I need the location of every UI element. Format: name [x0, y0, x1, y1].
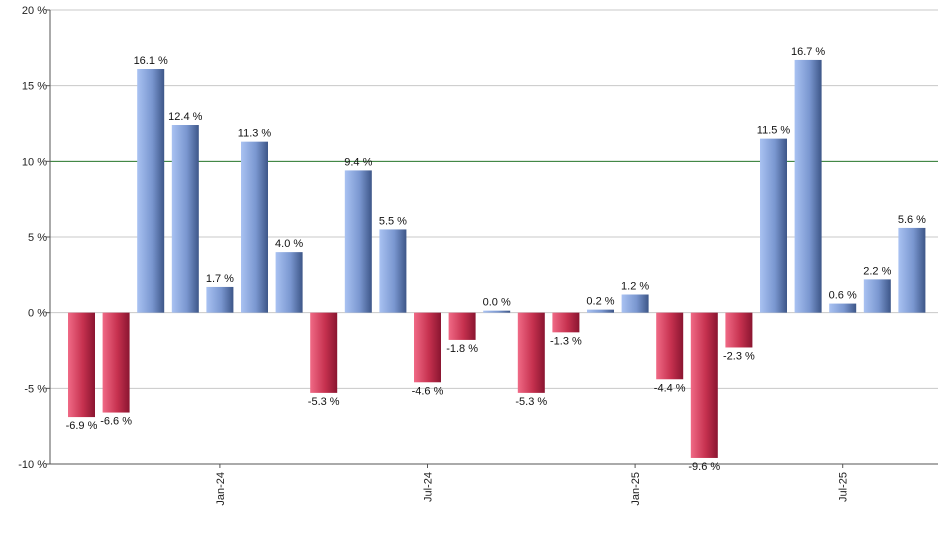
y-tick-label: 0 %	[28, 308, 47, 320]
bar	[379, 229, 407, 313]
y-tick-label: 5 %	[28, 232, 47, 244]
axis-layer: 20 % 15 % 10 % 5 % 0 % -5 % -10 %	[18, 5, 938, 471]
bar	[137, 69, 165, 313]
x-tick-label: Jul-25	[838, 472, 850, 502]
x-tick-label: Jan-24	[215, 472, 227, 506]
bar-value-label: -9.6 %	[688, 461, 720, 473]
bar-value-label: 12.4 %	[168, 111, 202, 123]
bar-value-label: -6.9 %	[66, 420, 98, 432]
bar	[587, 309, 614, 313]
bar-value-label: 5.5 %	[379, 215, 407, 227]
bar-value-label: 0.2 %	[586, 296, 614, 308]
bar-value-label: 9.4 %	[344, 156, 372, 168]
bar-value-label: 1.2 %	[621, 281, 649, 293]
bar	[448, 312, 476, 340]
bar	[725, 312, 753, 348]
bar-value-label: 0.0 %	[483, 297, 511, 309]
x-tick-label: Jan-25	[630, 472, 642, 506]
bar-value-label: 2.2 %	[863, 265, 891, 277]
bar	[898, 227, 926, 313]
bar-value-label: 16.1 %	[134, 55, 168, 67]
bar	[517, 312, 545, 393]
bar-value-label: -1.8 %	[446, 343, 478, 355]
bar	[171, 125, 199, 313]
bar-value-label: -4.6 %	[412, 385, 444, 397]
bar	[414, 312, 441, 383]
y-tick-label: 20 %	[22, 5, 47, 17]
bar-value-label: 5.6 %	[898, 214, 926, 226]
bar-value-label: 16.7 %	[791, 46, 825, 58]
bar-value-label: 4.0 %	[275, 238, 303, 250]
y-tick-label: 15 %	[22, 81, 47, 93]
bar	[344, 170, 372, 313]
bar-value-label: 0.6 %	[829, 290, 857, 302]
bar-value-label: -4.4 %	[654, 382, 686, 394]
bar-value-label: -6.6 %	[100, 416, 132, 428]
bar-value-label: 11.5 %	[757, 125, 791, 137]
bar-value-label: -2.3 %	[723, 350, 755, 362]
bar	[68, 312, 95, 418]
bar	[483, 310, 511, 313]
bar	[310, 312, 338, 393]
bar-value-label: 11.3 %	[238, 128, 272, 140]
bar	[829, 303, 857, 313]
bar	[241, 141, 268, 313]
y-tick-label: -5 %	[24, 383, 47, 395]
bar	[656, 312, 684, 380]
y-tick-label: -10 %	[18, 459, 47, 471]
bar	[275, 252, 303, 313]
bar	[863, 279, 891, 313]
y-tick-label: 10 %	[22, 156, 47, 168]
x-axis-layer: Jan-24 Jul-24 Jan-25 Jul-25	[215, 464, 850, 506]
bar	[102, 312, 130, 413]
bar	[206, 286, 234, 313]
bar	[760, 138, 787, 313]
bar-value-label: -5.3 %	[515, 396, 547, 408]
bar	[621, 294, 649, 313]
bar-value-label: -5.3 %	[308, 396, 340, 408]
bars-layer	[68, 59, 926, 458]
bar-value-label: -1.3 %	[550, 335, 582, 347]
bar	[690, 312, 718, 458]
bar	[552, 312, 580, 333]
bar	[794, 59, 822, 313]
x-tick-label: Jul-24	[423, 472, 435, 502]
data-labels-layer: -6.9 % -6.6 % 16.1 % 12.4 % 1.7 % 11.3 % 4.0 %…	[66, 46, 927, 473]
bar-value-label: 1.7 %	[206, 273, 234, 285]
